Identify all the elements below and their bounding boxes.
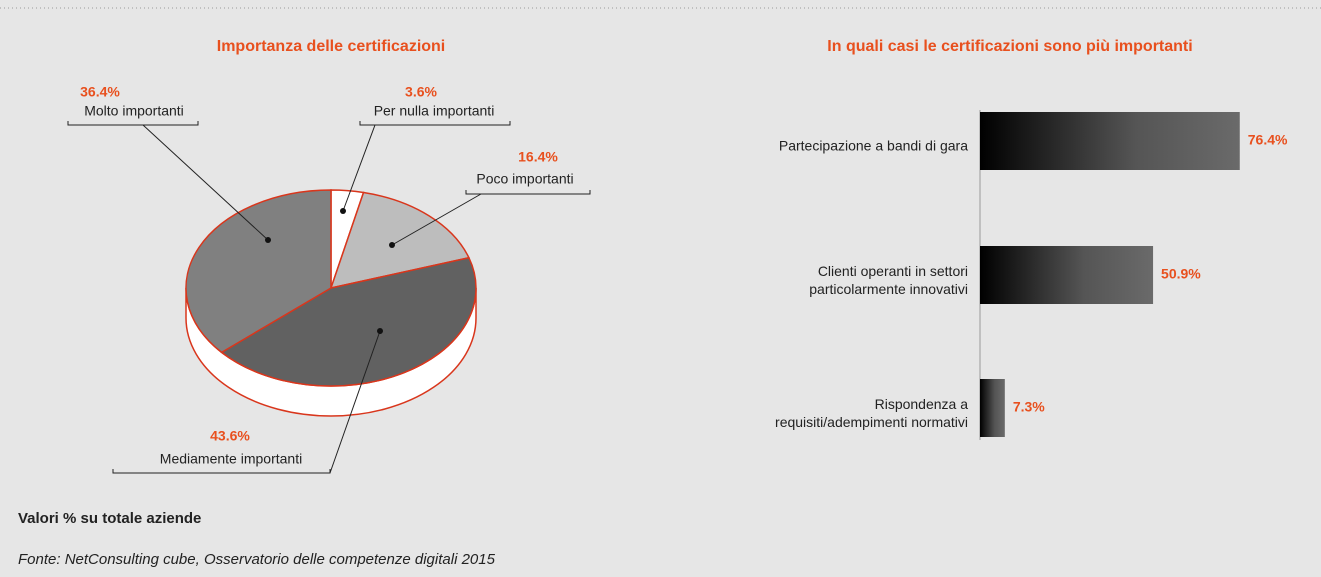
leader-line — [67, 121, 269, 241]
bar — [980, 246, 1154, 304]
slice-value-label: 3.6% — [405, 84, 437, 100]
leader-dot — [265, 237, 271, 243]
category-label: Clienti operanti in settori particolarmen… — [809, 263, 968, 297]
bar — [980, 379, 1005, 437]
leader-dot — [389, 242, 395, 248]
leader-line — [112, 330, 381, 474]
pie-title: Importanza delle certificazioni — [217, 38, 446, 55]
leader-dot — [340, 208, 346, 214]
pie-slice — [185, 189, 332, 354]
pie-slice — [220, 256, 477, 387]
bar — [980, 112, 1240, 170]
slice-value-label: 43.6% — [210, 428, 250, 444]
bar-title: In quali casi le certificazioni sono più… — [827, 38, 1192, 55]
leader-dot — [377, 328, 383, 334]
category-label: Rispondenza a requisiti/adempimenti norma… — [775, 396, 968, 430]
leader-line — [391, 190, 591, 246]
leader-line — [342, 121, 511, 212]
bar-value-label: 50.9% — [1161, 266, 1201, 282]
source: Fonte: NetConsulting cube, Osservatorio … — [18, 551, 496, 568]
bar-value-label: 7.3% — [1013, 399, 1045, 415]
bar-value-label: 76.4% — [1248, 132, 1288, 148]
slice-label: Per nulla importanti — [374, 103, 495, 119]
slice-value-label: 16.4% — [518, 149, 558, 165]
category-label: Partecipazione a bandi di gara — [779, 138, 968, 154]
slice-label: Poco importanti — [476, 171, 573, 187]
note: Valori % su totale aziende — [18, 510, 201, 527]
slice-label: Mediamente importanti — [160, 451, 302, 467]
slice-value-label: 36.4% — [80, 84, 120, 100]
slice-label: Molto importanti — [84, 103, 184, 119]
